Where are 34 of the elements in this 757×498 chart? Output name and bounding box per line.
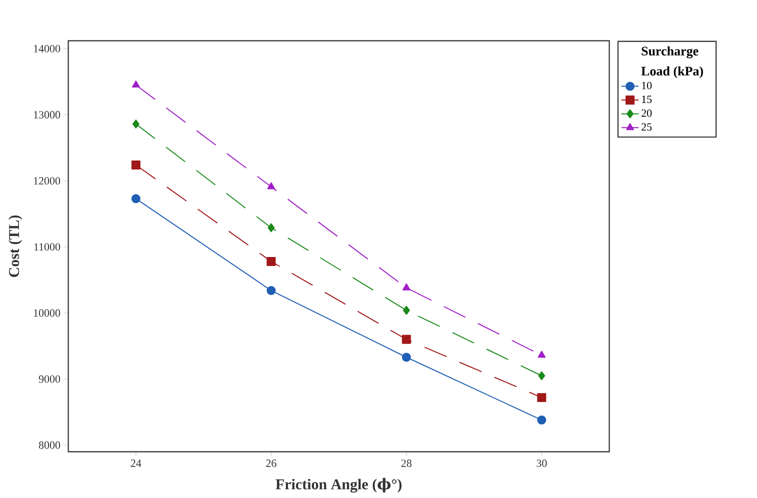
x-tick-label: 24 (130, 460, 142, 467)
point (402, 334, 411, 344)
legend-label: 20 (642, 109, 652, 117)
point (266, 286, 276, 296)
y-tick-label: 13000 (34, 111, 60, 118)
y-tick-label: 12000 (34, 177, 60, 185)
y-tick-label: 8000 (38, 441, 60, 449)
point (268, 223, 275, 232)
point (537, 416, 546, 425)
y-tick-label: 14000 (34, 44, 60, 52)
y-tick-label: 10000 (34, 309, 60, 317)
x-tick-label: 30 (536, 460, 547, 467)
y-tick-label: 9000 (38, 375, 60, 383)
legend-label: 15 (642, 96, 652, 104)
x-tick-label: 26 (266, 460, 276, 467)
x-tick-label: 28 (401, 460, 412, 467)
point (132, 80, 140, 88)
legend-label: 25 (642, 123, 652, 131)
point (538, 350, 546, 358)
point (402, 306, 410, 315)
point (402, 283, 410, 290)
point (538, 371, 546, 380)
point (132, 120, 140, 128)
legend-title: Surcharge Load (kPa) (641, 46, 703, 78)
y-axis-title: Cost (TL) (8, 215, 22, 277)
x-axis-title: Friction Angle (ϕ°) (276, 478, 402, 493)
point (537, 393, 546, 402)
legend-label: 10 (642, 82, 652, 90)
point (266, 256, 276, 266)
point (267, 182, 276, 190)
point (402, 352, 411, 362)
point (131, 194, 140, 204)
point (131, 160, 140, 170)
y-tick-label: 11000 (34, 243, 60, 251)
